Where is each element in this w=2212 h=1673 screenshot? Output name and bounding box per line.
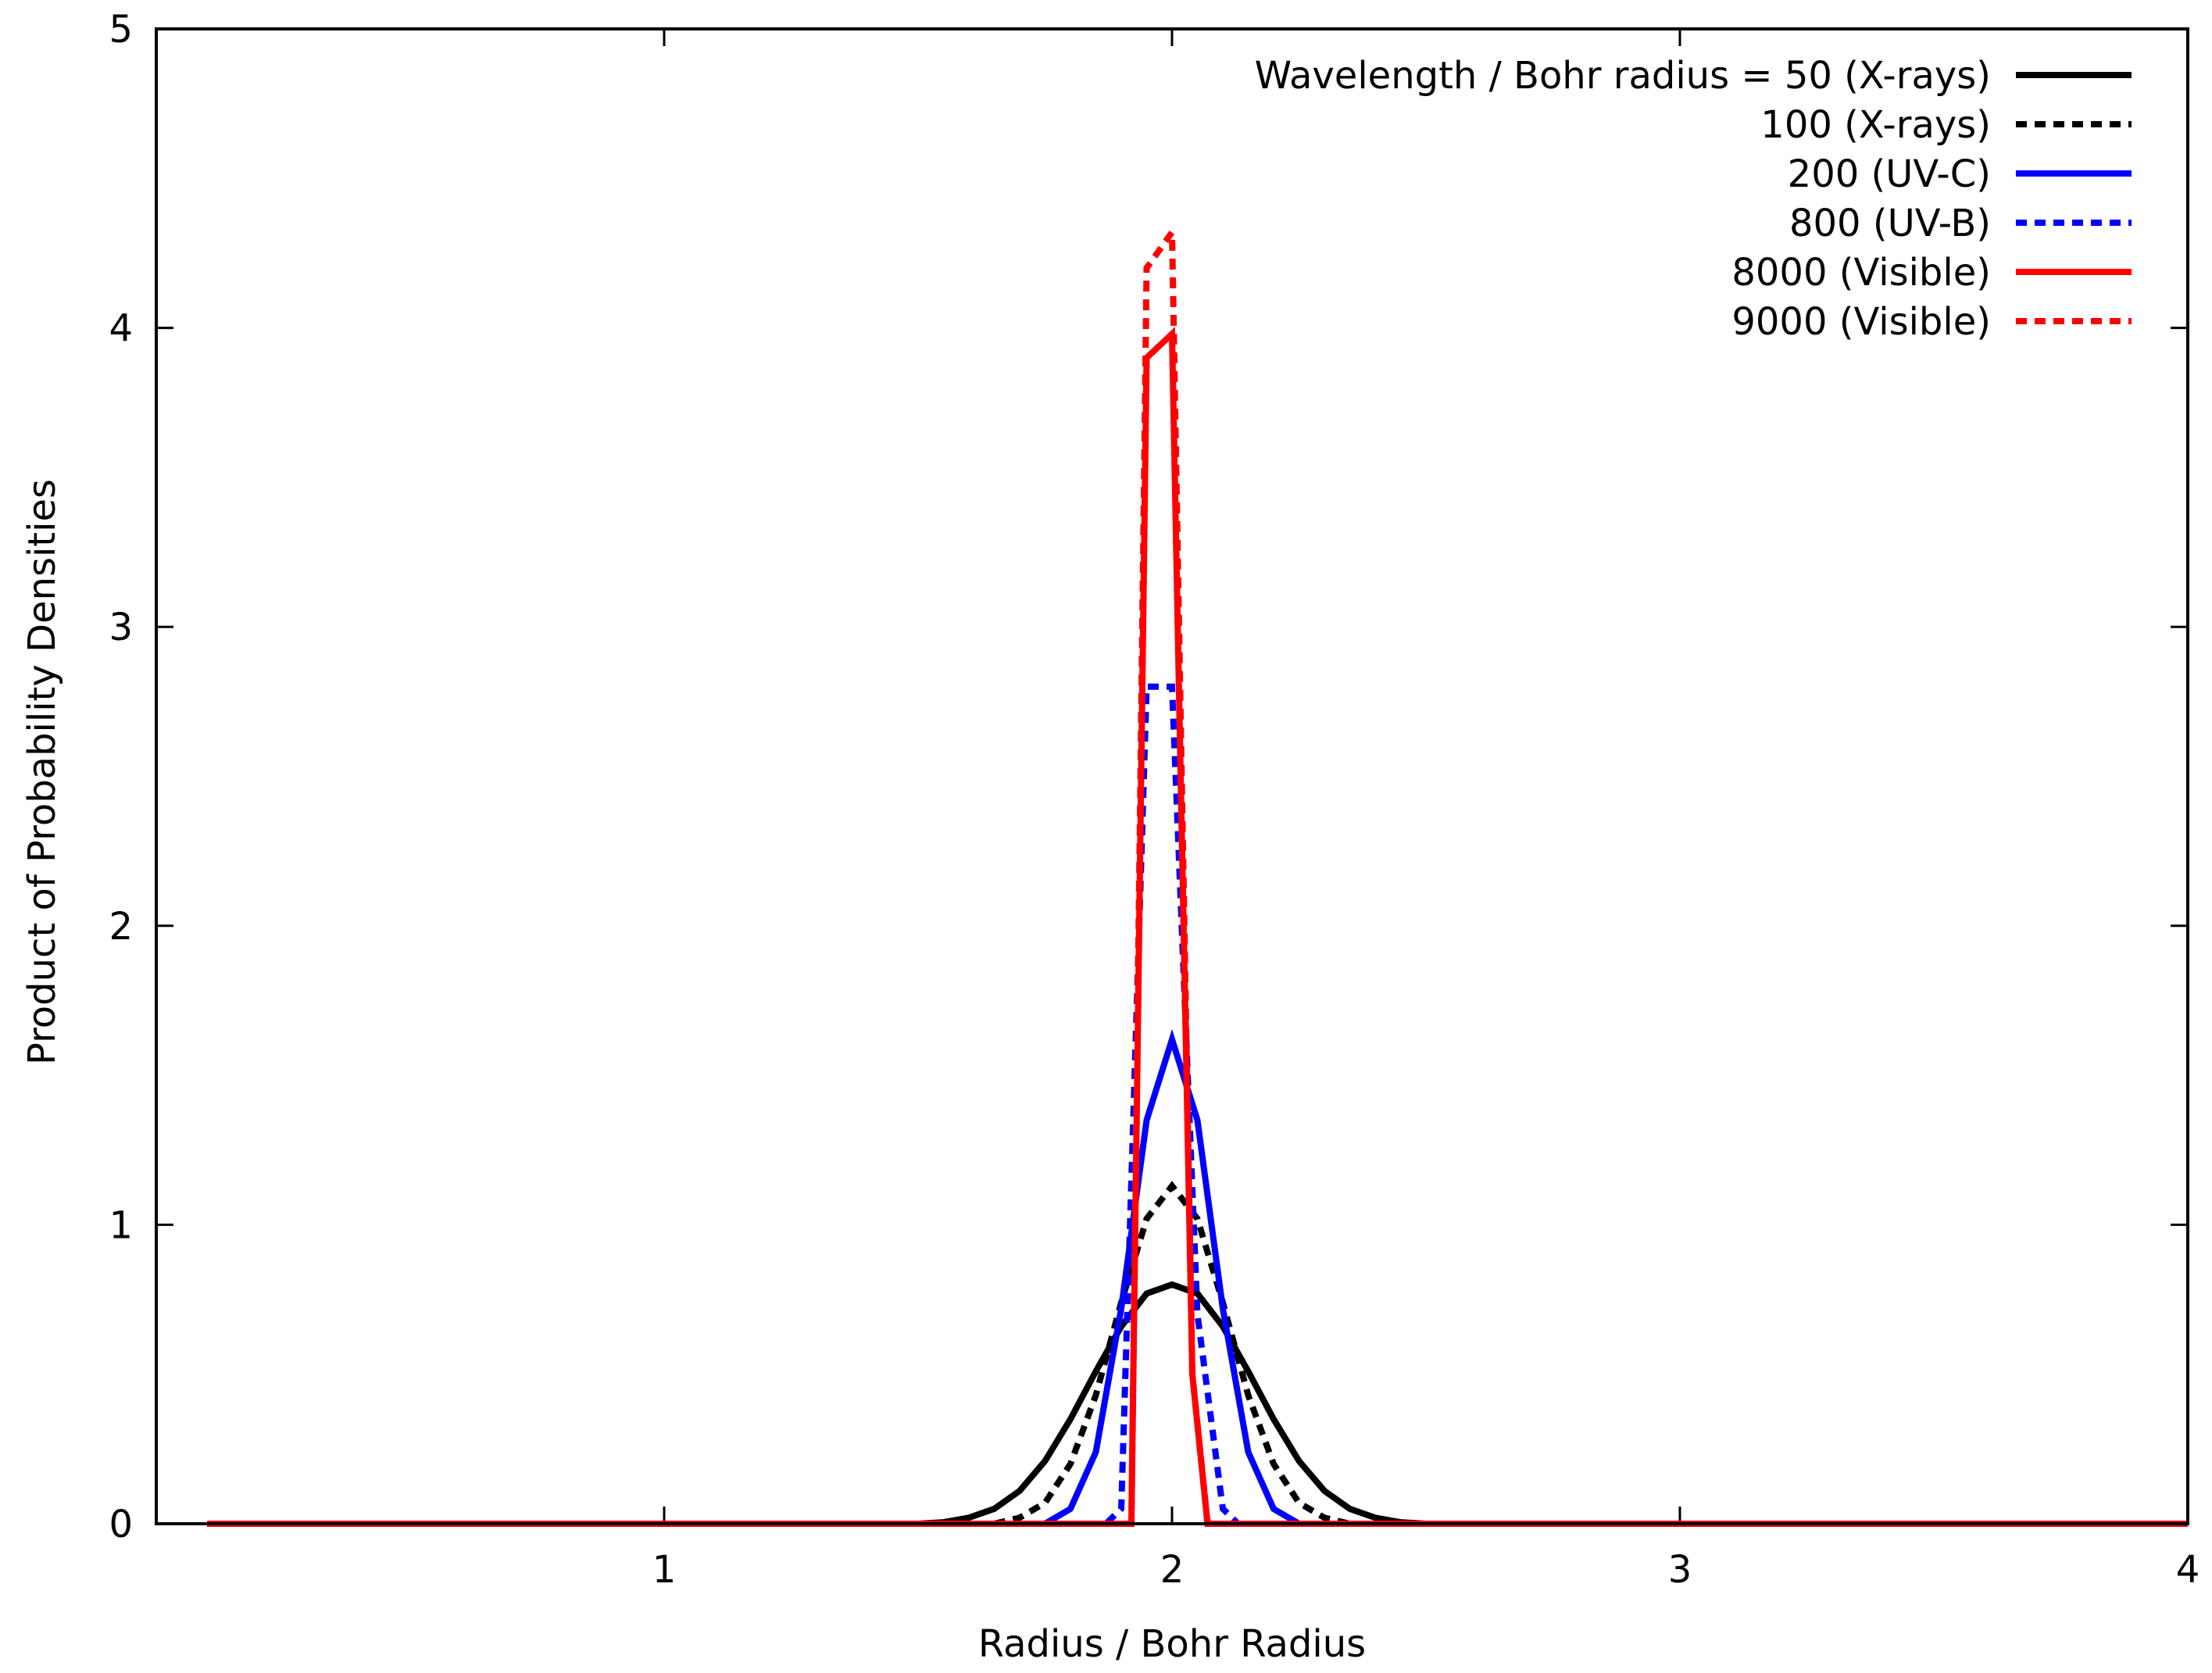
y-tick-label: 2 (109, 905, 133, 949)
series-line-3 (207, 1028, 2188, 1527)
y-tick-label: 1 (109, 1203, 133, 1247)
plot-frame (155, 27, 2189, 1525)
x-tick-label: 3 (1668, 1548, 1692, 1592)
series-line-1 (207, 1281, 2188, 1527)
y-tick-label: 4 (109, 307, 133, 351)
series-line-4 (207, 683, 2188, 1527)
y-tick-label: 0 (109, 1503, 133, 1546)
y-tick-label: 5 (109, 8, 133, 52)
x-axis-title: Radius / Bohr Radius (978, 1622, 1366, 1666)
tick-labels: 1 2 3 4 0 1 2 3 4 5 (109, 8, 2199, 1592)
legend-label-4: 800 (UV-B) (1789, 202, 1991, 245)
legend-label-5: 8000 (Visible) (1731, 251, 1991, 295)
legend-label-2: 100 (X-rays) (1760, 103, 1991, 147)
legend: Wavelength / Bohr radius = 50 (X-rays) 10… (1255, 54, 2132, 344)
y-axis-title: Product of Probability Densities (20, 479, 64, 1065)
x-tick-label: 2 (1160, 1548, 1185, 1592)
legend-label-6: 9000 (Visible) (1731, 300, 1991, 344)
x-tick-label: 4 (2176, 1548, 2200, 1592)
legend-label-1: Wavelength / Bohr radius = 50 (X-rays) (1255, 54, 1991, 98)
x-tick-label: 1 (652, 1548, 677, 1592)
legend-label-3: 200 (UV-C) (1788, 152, 1991, 196)
series-line-2 (207, 1181, 2188, 1527)
y-tick-label: 3 (109, 606, 133, 649)
